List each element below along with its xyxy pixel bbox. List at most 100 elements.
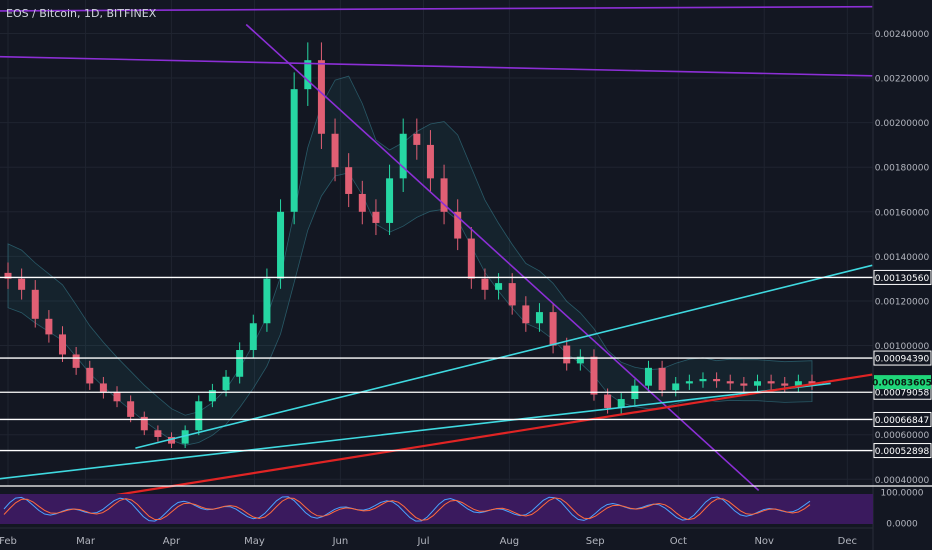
candle-body xyxy=(440,178,448,212)
price-axis[interactable]: 0.00130560 0.00094390 0.00079058 0.00066847… xyxy=(872,30,932,486)
time-tick-label[interactable]: Sep xyxy=(586,536,605,547)
candle-body xyxy=(345,167,353,194)
candle-body xyxy=(399,133,407,179)
candles xyxy=(4,42,816,449)
trendline-mid-resistance xyxy=(0,55,873,77)
current-price-label[interactable]: 0.00083605 xyxy=(872,379,932,389)
candle-body xyxy=(535,312,543,324)
candle-body xyxy=(808,381,816,384)
grid xyxy=(0,0,873,486)
candle-body xyxy=(467,238,475,279)
current-price-box xyxy=(874,375,931,390)
candle-body xyxy=(563,345,571,364)
candle-body xyxy=(740,383,748,386)
trendlines xyxy=(0,5,873,508)
candle-body xyxy=(713,378,721,382)
candle-body xyxy=(59,334,67,355)
candle-body xyxy=(481,278,489,290)
candle-body xyxy=(685,381,693,384)
time-tick-label[interactable]: Nov xyxy=(754,536,774,547)
price-tick-label[interactable]: 0.00120000 xyxy=(875,297,930,307)
candle-body xyxy=(358,193,366,212)
time-tick-label[interactable]: Feb xyxy=(0,536,17,547)
candle-body xyxy=(508,283,516,306)
candle-body xyxy=(372,211,380,223)
candle-body xyxy=(672,383,680,391)
candle-body xyxy=(208,390,216,402)
time-tick-label[interactable]: Apr xyxy=(163,536,181,547)
candle-body xyxy=(4,272,12,279)
candle-body xyxy=(236,350,244,377)
price-tick-label[interactable]: 0.00180000 xyxy=(875,164,930,174)
candle-body xyxy=(604,394,612,408)
price-tick-label[interactable]: 0.00100000 xyxy=(875,342,930,352)
level-label-box xyxy=(873,269,932,285)
price-tick-label[interactable]: 0.00240000 xyxy=(875,30,930,40)
time-tick-label[interactable]: Jun xyxy=(332,536,349,547)
time-tick-label[interactable]: Aug xyxy=(500,536,520,547)
candle-body xyxy=(290,89,298,212)
horizontal-levels xyxy=(0,276,873,452)
candle-body xyxy=(590,356,598,395)
level-label-box xyxy=(873,443,932,459)
candle-body xyxy=(454,211,462,239)
candle-body xyxy=(331,133,339,168)
time-tick-label[interactable]: Dec xyxy=(838,536,857,547)
level-label-box xyxy=(873,411,932,427)
level-label[interactable]: 0.00066847 xyxy=(875,416,929,426)
candle-body xyxy=(495,283,503,290)
candle-body xyxy=(263,278,271,324)
candle-body xyxy=(127,401,135,417)
trendline-support-cyan-upper xyxy=(135,264,873,449)
trendline-support-cyan-lower xyxy=(0,382,831,480)
candle-body xyxy=(753,381,761,386)
candle-body xyxy=(386,178,394,223)
candle-body xyxy=(617,399,625,408)
candle-body xyxy=(767,381,775,384)
price-tick-label[interactable]: 0.00220000 xyxy=(875,75,930,85)
time-tick-label[interactable]: Oct xyxy=(670,536,687,547)
level-label[interactable]: 0.00052898 xyxy=(875,447,930,457)
candle-body xyxy=(113,392,121,402)
candle-body xyxy=(181,430,189,444)
candle-body xyxy=(99,383,107,393)
candle-body xyxy=(781,383,789,386)
candle-body xyxy=(18,278,26,290)
candle-body xyxy=(222,376,230,391)
oscillator xyxy=(3,496,811,522)
trendline-upper-resistance xyxy=(0,5,873,12)
candle-body xyxy=(658,367,666,391)
price-tick-label[interactable]: 0.00160000 xyxy=(875,208,930,218)
price-tick-label[interactable]: 0.00140000 xyxy=(875,253,930,263)
candle-body xyxy=(644,367,652,386)
time-tick-label[interactable]: Mar xyxy=(76,536,96,547)
level-label-box xyxy=(873,350,932,366)
price-tick-label[interactable]: 0.00200000 xyxy=(875,119,930,129)
time-tick-label[interactable]: Jul xyxy=(416,536,429,547)
candle-body xyxy=(426,144,434,179)
candle-body xyxy=(304,60,312,90)
candle-body xyxy=(726,381,734,384)
oscillator-d-line xyxy=(3,497,811,521)
oscillator-band xyxy=(0,494,873,524)
oscillator-k-line xyxy=(3,496,811,522)
time-axis[interactable]: Feb Mar Apr May Jun Jul Aug Sep Oct Nov Dec xyxy=(0,536,857,547)
level-label[interactable]: 0.00079058 xyxy=(875,389,930,399)
candle-body xyxy=(140,416,148,431)
time-tick-label[interactable]: May xyxy=(244,536,265,547)
candle-body xyxy=(195,401,203,431)
candle-body xyxy=(699,378,707,382)
symbol-title: EOS / Bitcoin, 1D, BITFINEX xyxy=(6,7,157,20)
candle-body xyxy=(249,323,257,351)
trendline-support-red xyxy=(46,373,873,508)
candle-body xyxy=(522,305,530,324)
candle-body xyxy=(794,381,802,386)
oscillator-scale-label: 100.0000 xyxy=(881,489,924,499)
level-label[interactable]: 0.00130560 xyxy=(875,274,930,284)
price-tick-label[interactable]: 0.00060000 xyxy=(875,431,930,441)
candle-body xyxy=(168,436,176,444)
level-label[interactable]: 0.00094390 xyxy=(875,355,930,365)
price-tick-label[interactable]: 0.00040000 xyxy=(875,476,930,486)
